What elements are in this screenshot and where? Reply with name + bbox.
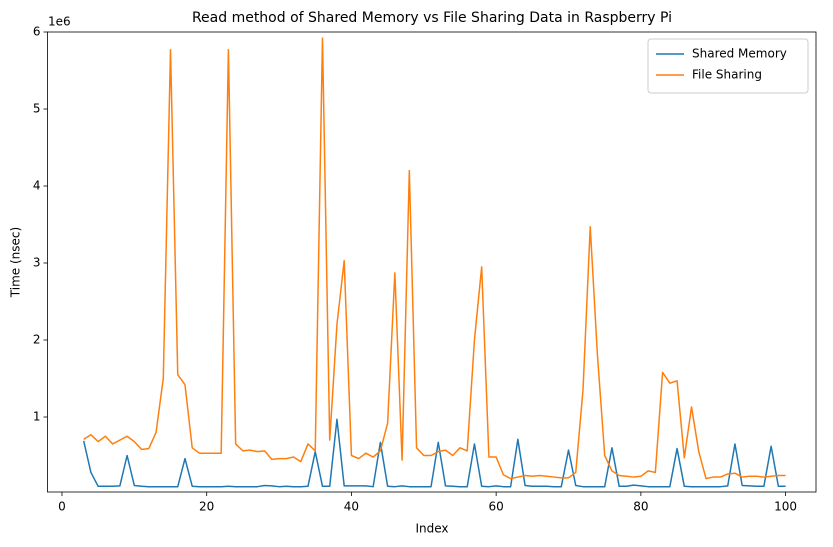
y-offset-label: 1e6 (48, 15, 71, 29)
legend-label: Shared Memory (692, 47, 787, 61)
x-tick-label: 80 (633, 500, 648, 514)
x-tick-label: 20 (199, 500, 214, 514)
series-line (83, 37, 786, 480)
x-tick-label: 0 (58, 500, 66, 514)
y-axis-label: Time (nsec) (9, 227, 23, 298)
x-tick-label: 40 (344, 500, 359, 514)
chart-title: Read method of Shared Memory vs File Sha… (192, 10, 672, 26)
x-axis-label: Index (415, 522, 448, 536)
legend-label: File Sharing (692, 68, 762, 82)
x-tick-label: 60 (489, 500, 504, 514)
y-tick-label: 5 (33, 102, 41, 116)
y-tick-label: 2 (33, 333, 41, 347)
y-tick-label: 6 (33, 25, 41, 39)
legend-box (647, 38, 809, 94)
y-tick-label: 1 (33, 410, 41, 424)
x-tick-label: 100 (774, 500, 797, 514)
plot-frame (47, 31, 817, 493)
series-line (82, 418, 786, 488)
y-tick-label: 4 (33, 179, 41, 193)
y-tick-label: 3 (33, 256, 41, 270)
